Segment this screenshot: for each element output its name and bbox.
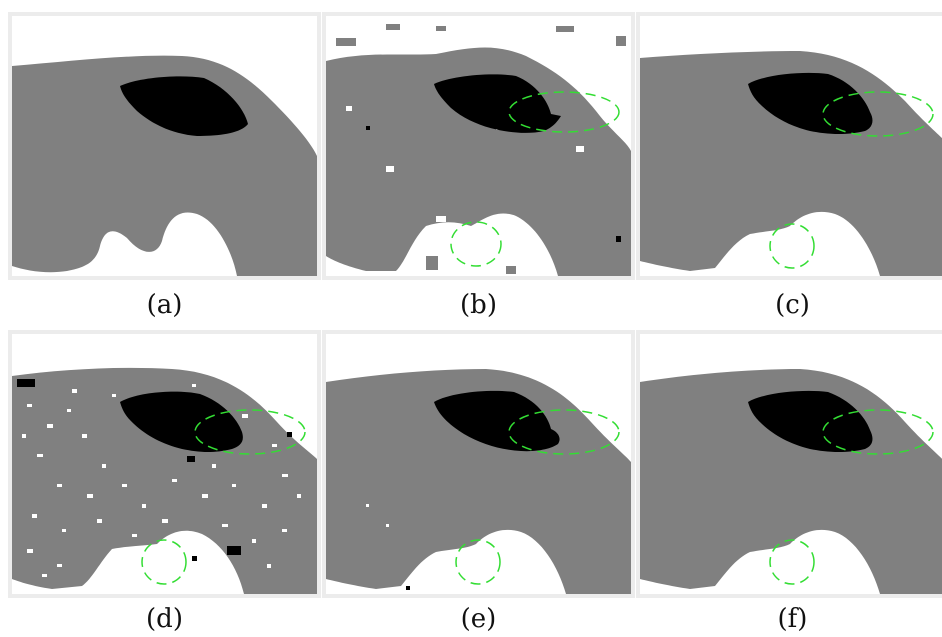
segmentation-image-f: [640, 334, 942, 594]
segmentation-image-d: [12, 334, 317, 594]
segmentation-image-a: [12, 16, 317, 276]
caption-d: (d): [146, 604, 183, 634]
caption-e: (e): [460, 604, 497, 634]
caption-a: (a): [146, 290, 183, 320]
panel-d: [8, 330, 321, 598]
figure-grid: (a) (b): [8, 12, 942, 637]
panel-b: [322, 12, 635, 280]
segmentation-image-c: [640, 16, 942, 276]
panel-e: [322, 330, 635, 598]
segmentation-image-e: [326, 334, 631, 594]
panel-c: [636, 12, 942, 280]
caption-b: (b): [460, 290, 497, 320]
panel-f: [636, 330, 942, 598]
caption-c: (c): [775, 290, 810, 320]
caption-f: (f): [777, 604, 808, 634]
segmentation-image-b: [326, 16, 631, 276]
panel-a: [8, 12, 321, 280]
